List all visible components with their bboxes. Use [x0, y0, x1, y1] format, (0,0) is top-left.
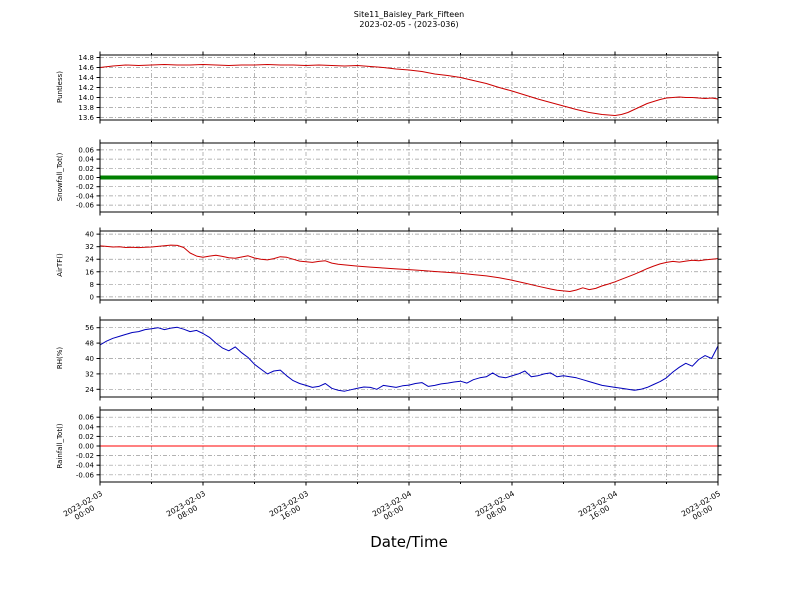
y-tick-label: 14.6 — [78, 64, 94, 72]
panel-5: 0.060.04 0.02 0.00-0.02 -0.04-0.06 — [76, 406, 722, 486]
y-tick-label: -0.04 — [76, 462, 95, 470]
y-tick-label: 13.8 — [78, 104, 94, 112]
y-tick-label: 0.06 — [78, 414, 94, 422]
y-tick-label: 40 — [85, 355, 94, 363]
y-axis-label-rh: RH(%) — [56, 346, 64, 370]
x-axis-label: Date/Time — [370, 533, 448, 551]
y-axis-label-rainfall: Rainfall_Tot() — [56, 423, 64, 469]
x-tick-label: 2023-02-0300:00 — [62, 489, 109, 526]
x-tick-label: 2023-02-0408:00 — [474, 489, 521, 526]
y-tick-label: 16 — [85, 268, 94, 276]
airtf-line — [99, 244, 719, 292]
y-tick-label: 0.06 — [78, 146, 94, 154]
panel-border — [99, 54, 719, 121]
y-tick-label: 32 — [85, 370, 94, 378]
y-tick-label: 0.02 — [78, 433, 94, 441]
y-tick-label: 48 — [85, 340, 94, 348]
panel-4: 56 48 40 32 24 — [85, 316, 722, 401]
y-tick-label: 40 — [85, 231, 94, 239]
x-tick-label: 2023-02-0316:00 — [268, 489, 315, 526]
panel-border — [99, 230, 719, 301]
y-tick-label: -0.06 — [76, 202, 95, 210]
y-tick-label: -0.02 — [76, 183, 94, 191]
y-tick-label: -0.04 — [76, 192, 95, 200]
y-tick-label: 56 — [85, 324, 94, 332]
y-tick-label: 8 — [90, 281, 94, 289]
panel-1: 14.8 14.6 14.4 14.2 14.0 13.8 13.6 — [78, 51, 722, 124]
puntless-line — [99, 64, 719, 116]
y-tick-label: 0 — [90, 293, 94, 301]
y-tick-label: 0.00 — [78, 443, 94, 451]
y-tick-label: 0.04 — [78, 156, 94, 164]
y-tick-label: 14.4 — [78, 74, 94, 82]
x-tick-label: 2023-02-0500:00 — [680, 489, 727, 526]
panel-border — [99, 409, 719, 483]
y-tick-label: -0.06 — [76, 471, 95, 479]
y-tick-label: 14.0 — [78, 94, 94, 102]
y-tick-label: 14.2 — [78, 84, 94, 92]
y-tick-label: 0.04 — [78, 423, 94, 431]
rh-line — [99, 326, 719, 392]
y-tick-label: -0.02 — [76, 452, 94, 460]
chart-subtitle: 2023-02-05 - (2023-036) — [359, 20, 459, 29]
panel-border — [99, 319, 719, 398]
y-tick-label: 13.6 — [78, 114, 94, 122]
x-tick-label: 2023-02-0308:00 — [165, 489, 212, 526]
x-tick-label: 2023-02-0416:00 — [577, 489, 624, 526]
y-axis-label-snowfall: Snowfall_Tot() — [56, 152, 64, 202]
y-tick-label: 14.8 — [78, 54, 94, 62]
panel-2: 0.06 0.040.020.00-0.02-0.04 -0.06 — [76, 139, 722, 216]
y-tick-label: 32 — [85, 243, 94, 251]
y-tick-label: 0.02 — [78, 165, 94, 173]
y-axis-label-airtf: AirTF() — [56, 253, 64, 277]
panel-border — [99, 142, 719, 213]
y-axis-label-puntless: Puntless) — [56, 71, 64, 103]
chart-title: Site11_Baisley_Park_Fifteen — [353, 10, 465, 19]
y-tick-label: 0.00 — [78, 174, 94, 182]
panel-3: 40 32 24 16 8 0 — [85, 227, 722, 304]
y-tick-label: 24 — [85, 386, 94, 394]
y-tick-label: 24 — [85, 256, 94, 264]
x-tick-label: 2023-02-0400:00 — [371, 489, 418, 526]
